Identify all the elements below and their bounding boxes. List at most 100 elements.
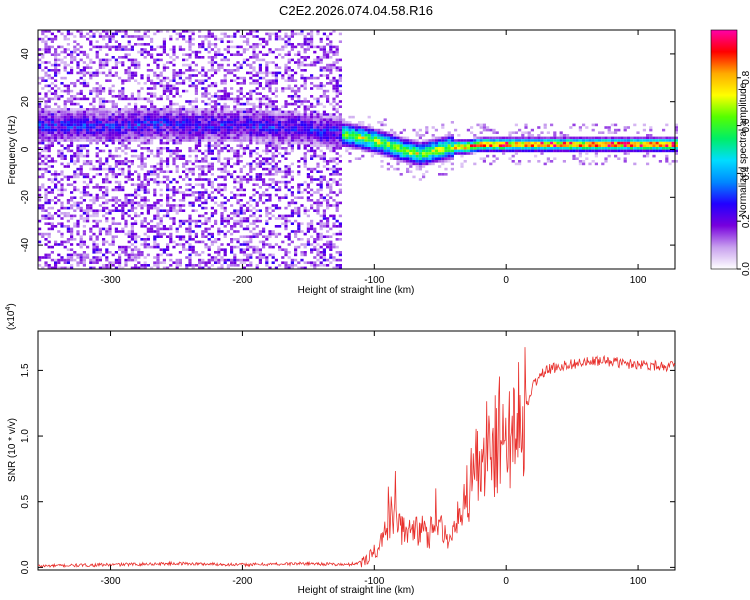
heatmap-cell [47, 154, 51, 158]
heatmap-cell [319, 227, 323, 231]
heatmap-cell [402, 136, 406, 140]
heatmap-cell [226, 126, 230, 129]
heatmap-cell [172, 141, 176, 145]
heatmap-cell [201, 196, 205, 199]
heatmap-cell [127, 178, 131, 181]
heatmap-cell [169, 238, 173, 241]
heatmap-cell [418, 165, 422, 168]
heatmap-cell [294, 251, 298, 254]
heatmap-cell [297, 206, 301, 210]
heatmap-cell [191, 108, 195, 111]
heatmap-cell [271, 134, 275, 137]
heatmap-cell [60, 50, 64, 54]
heatmap-cell [166, 30, 170, 33]
heatmap-cell [271, 157, 275, 160]
heatmap-cell [95, 235, 99, 238]
heatmap-cell [281, 123, 285, 127]
heatmap-cell [86, 212, 90, 215]
heatmap-cell [92, 225, 96, 228]
heatmap-cell [86, 66, 90, 69]
heatmap-cell [239, 97, 243, 101]
heatmap-cell [50, 214, 54, 218]
heatmap-cell [105, 136, 109, 140]
heatmap-cell [201, 160, 205, 163]
heatmap-cell [66, 89, 70, 93]
heatmap-cell [326, 235, 330, 238]
heatmap-cell [370, 139, 374, 142]
heatmap-cell [226, 149, 230, 153]
heatmap-cell [249, 245, 253, 249]
heatmap-cell [246, 58, 250, 62]
heatmap-cell [191, 69, 195, 72]
heatmap-cell [172, 50, 176, 54]
heatmap-cell [172, 58, 176, 62]
heatmap-cell [159, 165, 163, 168]
heatmap-cell [172, 222, 176, 225]
heatmap-cell [422, 160, 426, 163]
heatmap-cell [338, 84, 342, 88]
heatmap-cell [66, 48, 70, 51]
heatmap-cell [425, 154, 429, 158]
heatmap-cell [137, 63, 141, 67]
heatmap-cell [105, 110, 109, 114]
heatmap-cell [246, 131, 250, 134]
heatmap-cell [422, 141, 426, 145]
heatmap-cell [268, 84, 272, 88]
heatmap-cell [262, 235, 266, 238]
heatmap-cell [95, 248, 99, 251]
heatmap-cell [111, 95, 115, 98]
heatmap-cell [137, 113, 141, 116]
heatmap-cell [201, 139, 205, 142]
heatmap-cell [41, 76, 45, 80]
heatmap-cell [338, 183, 342, 186]
heatmap-cell [38, 227, 42, 231]
heatmap-cell [239, 35, 243, 38]
heatmap-cell [194, 84, 198, 88]
heatmap-cell [255, 110, 259, 114]
heatmap-cell [223, 108, 227, 111]
heatmap-cell [130, 58, 134, 62]
heatmap-cell [121, 144, 125, 147]
heatmap-cell [316, 235, 320, 238]
heatmap-cell [262, 37, 266, 41]
heatmap-cell [134, 71, 138, 75]
heatmap-cell [294, 139, 298, 142]
heatmap-cell [118, 160, 122, 163]
heatmap-cell [242, 240, 246, 244]
heatmap-cell [223, 186, 227, 189]
heatmap-cell [118, 76, 122, 80]
heatmap-cell [310, 61, 314, 64]
heatmap-cell [86, 121, 90, 124]
heatmap-cell [127, 230, 131, 233]
heatmap-cell [156, 136, 160, 140]
heatmap-cell [191, 248, 195, 251]
heatmap-cell [252, 219, 256, 223]
heatmap-cell [57, 266, 61, 270]
heatmap-cell [95, 92, 99, 95]
heatmap-cell [207, 178, 211, 181]
heatmap-cell [70, 115, 74, 119]
heatmap-cell [57, 209, 61, 212]
heatmap-cell [47, 30, 51, 33]
heatmap-cell [79, 201, 83, 205]
heatmap-cell [367, 126, 371, 129]
heatmap-cell [223, 79, 227, 82]
heatmap-cell [294, 121, 298, 124]
heatmap-cell [201, 157, 205, 160]
heatmap-cell [412, 152, 416, 155]
heatmap-cell [242, 102, 246, 106]
heatmap-cell [38, 154, 42, 158]
heatmap-cell [108, 243, 112, 246]
heatmap-cell [38, 48, 42, 51]
heatmap-cell [223, 251, 227, 254]
heatmap-cell [86, 193, 90, 197]
heatmap-cell [262, 149, 266, 153]
heatmap-cell [329, 183, 333, 186]
heatmap-cell [108, 199, 112, 202]
heatmap-cell [194, 134, 198, 137]
heatmap-cell [233, 209, 237, 212]
heatmap-cell [95, 128, 99, 132]
heatmap-cell [262, 180, 266, 184]
heatmap-cell [233, 45, 237, 49]
heatmap-cell [207, 196, 211, 199]
